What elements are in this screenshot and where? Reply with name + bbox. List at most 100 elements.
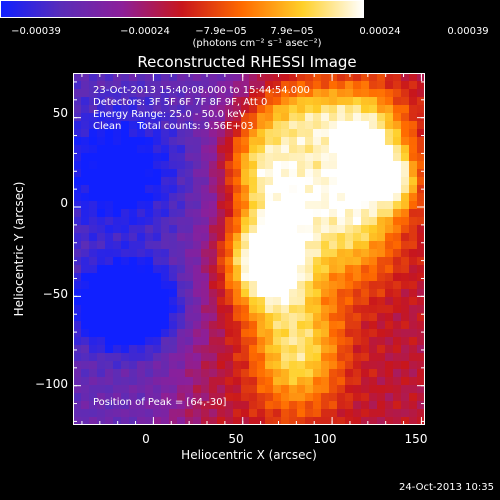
- heatmap-cell: [121, 305, 130, 314]
- heatmap-cell: [81, 353, 90, 362]
- heatmap-cell: [265, 81, 274, 90]
- heatmap-cell: [73, 145, 82, 154]
- heatmap-cell: [153, 313, 162, 322]
- heatmap-cell: [97, 385, 106, 394]
- heatmap-cell: [337, 369, 346, 378]
- heatmap-cell: [145, 257, 154, 266]
- heatmap-cell: [281, 265, 290, 274]
- heatmap-cell: [105, 81, 114, 90]
- heatmap-cell: [257, 377, 266, 386]
- heatmap-cell: [81, 305, 90, 314]
- heatmap-cell: [377, 161, 386, 170]
- heatmap-cell: [193, 273, 202, 282]
- heatmap-cell: [289, 297, 298, 306]
- heatmap-cell: [257, 321, 266, 330]
- heatmap-cell: [385, 81, 394, 90]
- heatmap-cell: [121, 209, 130, 218]
- heatmap-cell: [361, 289, 370, 298]
- heatmap-cell: [265, 409, 274, 418]
- heatmap-cell: [377, 337, 386, 346]
- heatmap-cell: [217, 169, 226, 178]
- heatmap-cell: [249, 137, 258, 146]
- heatmap-cell: [281, 193, 290, 202]
- heatmap-cell: [345, 369, 354, 378]
- heatmap-cell: [265, 353, 274, 362]
- heatmap-cell: [385, 361, 394, 370]
- heatmap-cell: [145, 409, 154, 418]
- heatmap-cell: [145, 249, 154, 258]
- heatmap-cell: [209, 137, 218, 146]
- heatmap-cell: [321, 401, 330, 410]
- heatmap-cell: [345, 401, 354, 410]
- heatmap-cell: [409, 273, 418, 282]
- heatmap-cell: [369, 73, 378, 82]
- heatmap-cell: [281, 249, 290, 258]
- heatmap-cell: [177, 385, 186, 394]
- heatmap-cell: [393, 177, 402, 186]
- colorbar: [0, 0, 364, 18]
- heatmap-cell: [73, 241, 82, 250]
- heatmap-cell: [313, 409, 322, 418]
- heatmap-cell: [209, 217, 218, 226]
- heatmap-cell: [417, 385, 425, 394]
- heatmap-cell: [377, 233, 386, 242]
- heatmap-cell: [137, 225, 146, 234]
- heatmap-cell: [105, 361, 114, 370]
- heatmap-cell: [217, 401, 226, 410]
- heatmap-cell: [145, 209, 154, 218]
- heatmap-cell: [153, 321, 162, 330]
- heatmap-cell: [81, 97, 90, 106]
- heatmap-cell: [129, 337, 138, 346]
- heatmap-cell: [113, 257, 122, 266]
- heatmap-cell: [193, 201, 202, 210]
- heatmap-cell: [289, 249, 298, 258]
- heatmap-cell: [233, 145, 242, 154]
- heatmap-cell: [289, 353, 298, 362]
- heatmap-cell: [321, 217, 330, 226]
- heatmap-cell: [209, 321, 218, 330]
- heatmap-cell: [241, 145, 250, 154]
- heatmap-cell: [345, 297, 354, 306]
- heatmap-cell: [153, 249, 162, 258]
- heatmap-cell: [137, 185, 146, 194]
- heatmap-cell: [369, 137, 378, 146]
- heatmap-cell: [153, 177, 162, 186]
- heatmap-cell: [129, 257, 138, 266]
- heatmap-cell: [185, 369, 194, 378]
- heatmap-cell: [73, 369, 82, 378]
- heatmap-cell: [313, 129, 322, 138]
- heatmap-cell: [121, 217, 130, 226]
- heatmap-cell: [353, 289, 362, 298]
- heatmap-cell: [105, 233, 114, 242]
- heatmap-cell: [313, 81, 322, 90]
- heatmap-cell: [417, 401, 425, 410]
- heatmap-cell: [393, 193, 402, 202]
- heatmap-cell: [409, 409, 418, 418]
- heatmap-cell: [297, 193, 306, 202]
- heatmap-cell: [209, 249, 218, 258]
- heatmap-cell: [129, 361, 138, 370]
- heatmap-cell: [137, 193, 146, 202]
- heatmap-cell: [377, 321, 386, 330]
- heatmap-cell: [297, 113, 306, 122]
- heatmap-cell: [385, 401, 394, 410]
- heatmap-cell: [289, 313, 298, 322]
- heatmap-cell: [305, 273, 314, 282]
- heatmap-cell: [137, 233, 146, 242]
- heatmap-cell: [273, 393, 282, 402]
- heatmap-cell: [169, 185, 178, 194]
- heatmap-cell: [177, 121, 186, 130]
- heatmap-cell: [273, 273, 282, 282]
- heatmap-cell: [89, 161, 98, 170]
- heatmap-cell: [225, 313, 234, 322]
- heatmap-cell: [361, 265, 370, 274]
- heatmap-cell: [393, 233, 402, 242]
- heatmap-cell: [97, 249, 106, 258]
- heatmap-cell: [161, 417, 170, 425]
- heatmap-cell: [161, 265, 170, 274]
- heatmap-cell: [209, 409, 218, 418]
- heatmap-cell: [249, 153, 258, 162]
- heatmap-cell: [129, 329, 138, 338]
- heatmap-cell: [209, 377, 218, 386]
- heatmap-cell: [297, 89, 306, 98]
